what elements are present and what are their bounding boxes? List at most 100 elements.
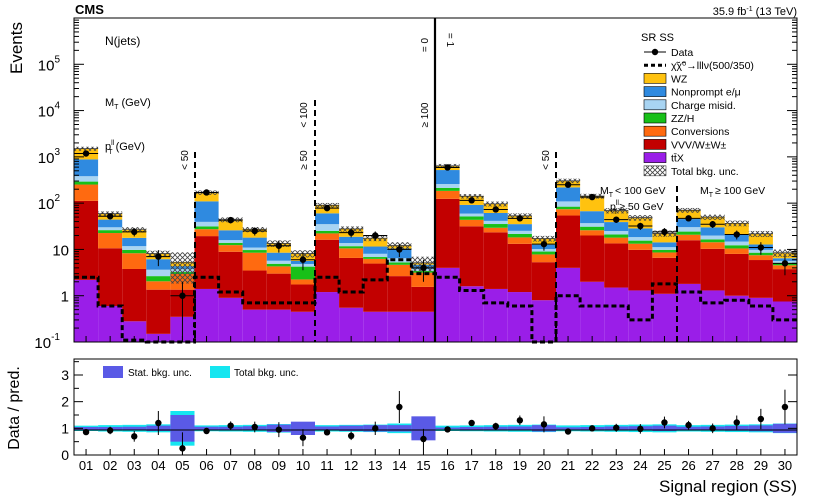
bar-ttx-30 — [772, 301, 797, 342]
bar-zz-h-27 — [700, 239, 725, 243]
annotation-ptll-lt50-b: < 50 — [541, 150, 552, 170]
bar-vvv-w-w--15 — [411, 286, 436, 312]
bar-nonprompt-e--27 — [700, 227, 725, 236]
ratio-y-tick-label: 0 — [61, 447, 69, 463]
ratio-point-01 — [82, 428, 90, 436]
data-point-23 — [613, 216, 620, 223]
y-tick-label: 10-1 — [34, 332, 60, 352]
bar-ttx-16 — [435, 267, 460, 342]
bar-conversions-08 — [242, 252, 267, 271]
data-point-01 — [82, 150, 90, 157]
bar-vvv-w-w--20 — [531, 262, 556, 301]
x-tick-label: 10 — [296, 458, 310, 473]
bar-nonprompt-e--09 — [266, 252, 291, 261]
bar-nonprompt-e--01 — [74, 159, 99, 177]
bar-vvv-w-w--12 — [339, 257, 364, 308]
ratio-point-03 — [131, 433, 138, 440]
bar-charge-misid--11 — [315, 224, 340, 231]
annotation-mt-unit: (GeV) — [118, 97, 150, 109]
ratio-y-axis-title: Data / pred. — [6, 366, 23, 450]
legend-label: tt̄X — [671, 152, 684, 164]
legend-label: Conversions — [671, 126, 729, 138]
bar-zz-h-06 — [194, 226, 219, 230]
annotation-ptll-ge50: ≥ 50 — [299, 150, 310, 170]
bar-vvv-w-w--01 — [74, 200, 99, 280]
bar-conversions-19 — [507, 237, 532, 244]
ratio-stat-unc-03 — [122, 426, 147, 430]
bar-nonprompt-e--21 — [556, 187, 581, 202]
data-point-16 — [444, 164, 451, 171]
ratio-point-26 — [685, 421, 692, 429]
bar-nonprompt-e--12 — [339, 236, 364, 244]
x-tick-label: 25 — [657, 458, 671, 473]
ratio-stat-unc-21 — [556, 427, 581, 430]
bar-ttx-11 — [315, 292, 340, 342]
bar-charge-misid--22 — [580, 223, 605, 227]
bar-charge-misid--18 — [483, 220, 508, 225]
bar-ttx-17 — [459, 286, 484, 342]
ratio-stat-unc-19 — [507, 426, 532, 431]
ratio-legend-total-swatch — [210, 366, 230, 378]
data-point-19 — [516, 215, 524, 222]
bar-ttx-07 — [218, 297, 243, 342]
bar-vvv-w-w--06 — [194, 236, 219, 289]
annotation-ptll: pll T (GeV) — [105, 140, 145, 156]
energy-label: (13 TeV) — [756, 6, 797, 18]
legend-unc-swatch — [643, 165, 667, 177]
ratio-stat-unc-14 — [387, 425, 412, 432]
y-tick-exponent: 3 — [54, 147, 60, 158]
annotation-ptll-b-value: ≥ 50 GeV — [619, 201, 663, 213]
bar-charge-misid--21 — [556, 201, 581, 207]
ratio-y-axis-ticks: 0 1 2 3 — [61, 361, 797, 463]
bar-vvv-w-w--26 — [676, 240, 701, 284]
bar-vvv-w-w--27 — [700, 248, 725, 291]
ratio-legend-stat-swatch — [103, 366, 123, 378]
bar-charge-misid--23 — [604, 231, 629, 235]
bar-ttx-03 — [122, 321, 147, 342]
bar-wz-26 — [676, 210, 701, 220]
ratio-y-tick-label: 1 — [61, 420, 69, 436]
x-tick-label: 18 — [489, 458, 503, 473]
bar-nonprompt-e--06 — [194, 201, 219, 222]
annotation-mt-symbol: M — [105, 97, 114, 109]
bar-charge-misid--24 — [628, 237, 653, 241]
annotation-mt-c-sub: T — [709, 192, 714, 199]
bar-vvv-w-w--16 — [435, 198, 460, 268]
unc-band-05 — [170, 252, 195, 284]
bar-charge-misid--02 — [98, 227, 123, 231]
x-axis-ticks: 01 02 03 04 05 06 07 08 09 10 11 12 13 14 15 16 17 18 19 20… — [79, 336, 792, 473]
x-tick-label: 21 — [561, 458, 575, 473]
bar-zz-h-10 — [290, 266, 315, 280]
annotation-njets-eq0: = 0 — [420, 37, 431, 52]
cms-label: CMS — [75, 2, 104, 17]
bar-vvv-w-w--24 — [628, 249, 653, 291]
data-point-21 — [564, 181, 572, 188]
bar-conversions-29 — [748, 255, 773, 261]
x-tick-label: 22 — [585, 458, 599, 473]
data-point-13 — [372, 232, 379, 239]
y-tick-exponent: -1 — [51, 332, 60, 343]
bar-ttx-02 — [98, 305, 123, 342]
annotation-mt-sub: T — [114, 104, 119, 111]
data-point-03 — [131, 228, 138, 236]
annotation-mt-ge100-b: MT ≥ 100 GeV — [700, 185, 765, 199]
ratio-point-28 — [733, 419, 740, 426]
legend-label: Data — [671, 47, 693, 59]
bar-ttx-27 — [700, 290, 725, 342]
x-tick-label: 06 — [199, 458, 213, 473]
bar-conversions-20 — [531, 254, 556, 263]
x-tick-label: 08 — [248, 458, 262, 473]
annotation-mt-b-value: < 100 GeV — [615, 185, 666, 197]
bar-zz-h-11 — [315, 230, 340, 234]
bar-nonprompt-e--08 — [242, 237, 267, 248]
bar-zz-h-26 — [676, 231, 701, 235]
ratio-point-02 — [106, 427, 114, 434]
bar-zz-h-09 — [266, 263, 291, 267]
x-tick-label: 28 — [730, 458, 744, 473]
ratio-y-tick-label: 2 — [61, 394, 69, 410]
annotation-mt-lt100-b: MT < 100 GeV — [600, 185, 666, 199]
annotation-mt-lt100: < 100 — [299, 102, 310, 128]
bar-vvv-w-w--22 — [580, 235, 605, 282]
data-point-08 — [251, 227, 258, 235]
